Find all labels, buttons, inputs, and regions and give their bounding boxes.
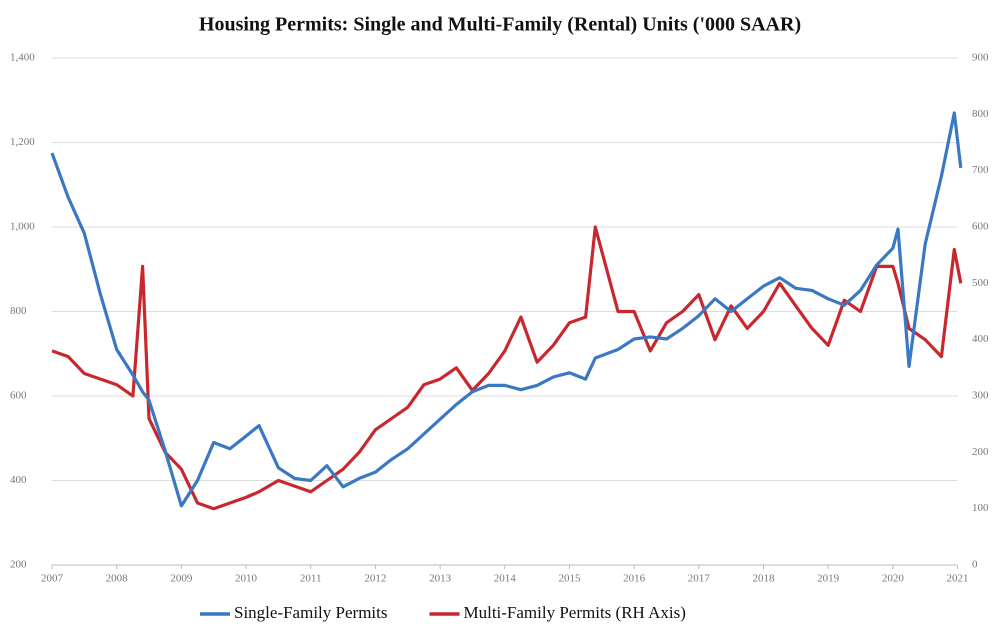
x-tick-label: 2007 xyxy=(41,573,64,585)
legend-label: Single-Family Permits xyxy=(234,603,387,622)
y2-tick-label: 800 xyxy=(972,108,989,120)
y2-tick-label: 600 xyxy=(972,221,989,233)
y-tick-label: 1,400 xyxy=(10,52,35,64)
y2-tick-label: 900 xyxy=(972,52,989,64)
y-tick-label: 400 xyxy=(10,474,27,486)
y2-tick-label: 400 xyxy=(972,333,989,345)
x-tick-label: 2012 xyxy=(364,573,386,585)
x-tick-label: 2008 xyxy=(106,573,129,585)
x-tick-label: 2009 xyxy=(170,573,193,585)
y2-tick-label: 200 xyxy=(972,446,989,458)
x-tick-label: 2015 xyxy=(558,573,581,585)
y-tick-label: 200 xyxy=(10,559,27,571)
x-tick-label: 2018 xyxy=(752,573,775,585)
series-line xyxy=(50,111,963,508)
x-tick-label: 2017 xyxy=(688,573,711,585)
series-line xyxy=(51,225,963,511)
x-tick-label: 2019 xyxy=(817,573,840,585)
y2-tick-label: 300 xyxy=(972,390,989,402)
y2-tick-label: 500 xyxy=(972,277,989,289)
y-tick-label: 800 xyxy=(10,305,27,317)
chart-title: Housing Permits: Single and Multi-Family… xyxy=(199,14,801,36)
x-tick-label: 2021 xyxy=(947,573,969,585)
x-tick-label: 2016 xyxy=(623,573,646,585)
legend-label: Multi-Family Permits (RH Axis) xyxy=(463,603,685,622)
y2-tick-label: 700 xyxy=(972,164,989,176)
x-tick-label: 2014 xyxy=(494,573,517,585)
y2-tick-label: 0 xyxy=(972,559,978,571)
x-tick-label: 2010 xyxy=(235,573,258,585)
x-tick-label: 2013 xyxy=(429,573,452,585)
x-tick-label: 2020 xyxy=(882,573,905,585)
x-tick-label: 2011 xyxy=(300,573,322,585)
y-tick-label: 600 xyxy=(10,390,27,402)
y-tick-label: 1,200 xyxy=(10,136,35,148)
y-tick-label: 1,000 xyxy=(10,221,35,233)
y2-tick-label: 100 xyxy=(972,502,989,514)
